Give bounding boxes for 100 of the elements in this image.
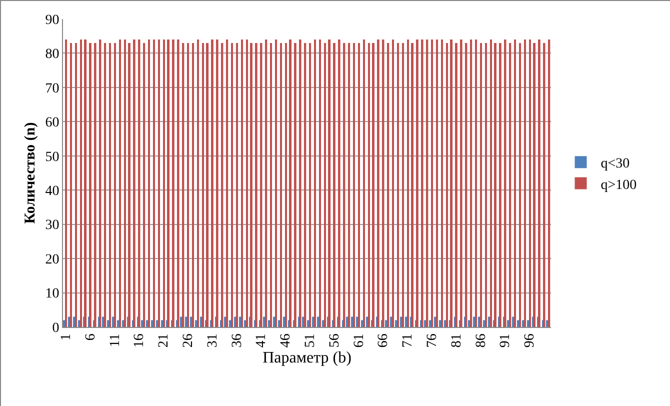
bar: [328, 40, 331, 327]
bar: [239, 316, 242, 327]
bar: [475, 40, 477, 327]
bar: [460, 40, 462, 327]
bar: [478, 316, 480, 327]
bar: [494, 42, 496, 327]
bar: [275, 40, 277, 327]
bar: [324, 42, 326, 327]
bar: [73, 316, 76, 327]
bar: [426, 40, 428, 327]
bar: [167, 40, 170, 327]
bar: [197, 40, 199, 327]
y-tick-label: 60: [45, 116, 60, 131]
bar: [202, 42, 204, 327]
bar: [529, 40, 531, 327]
bar: [265, 40, 268, 327]
bar: [377, 40, 380, 327]
bar: [109, 42, 111, 327]
bar: [444, 320, 446, 327]
bar: [397, 42, 399, 327]
bar: [488, 316, 490, 327]
bar: [246, 40, 248, 327]
bar: [182, 42, 184, 327]
bar: [114, 42, 116, 327]
bar: [117, 320, 120, 327]
bar: [89, 42, 92, 327]
bar: [368, 42, 370, 327]
y-tick-label: 0: [52, 320, 60, 336]
bar: [226, 40, 228, 327]
bar: [244, 320, 246, 327]
bar: [382, 40, 384, 327]
bar: [78, 320, 80, 327]
bar: [299, 40, 302, 327]
x-tick-label: 61: [352, 334, 367, 348]
bar: [319, 40, 321, 327]
bar: [548, 40, 550, 327]
y-tick-label: 10: [45, 286, 60, 302]
bar: [455, 42, 458, 327]
bar: [161, 320, 164, 327]
bar: [441, 40, 443, 327]
bar: [372, 42, 374, 327]
bar: [172, 40, 174, 327]
bar: [317, 316, 320, 327]
bar: [119, 40, 121, 327]
x-tick-label: 71: [400, 334, 416, 348]
bar: [104, 42, 106, 327]
x-axis-title: Параметр (b): [262, 349, 352, 366]
x-tick-label: 31: [205, 334, 220, 348]
bar: [192, 42, 194, 327]
bar: [407, 40, 409, 327]
bar: [278, 320, 280, 327]
x-tick-label: 66: [376, 334, 392, 348]
bar: [439, 320, 442, 327]
x-tick-label: 26: [180, 334, 196, 348]
x-tick-label: 41: [254, 334, 270, 348]
bar: [421, 40, 424, 327]
x-tick-label: 21: [156, 334, 172, 348]
bar: [338, 40, 340, 327]
bar: [128, 42, 130, 327]
x-tick-label: 16: [132, 334, 148, 348]
y-tick-label: 50: [45, 150, 60, 165]
y-tick-label: 30: [45, 218, 60, 234]
bar: [80, 40, 82, 327]
bar: [483, 320, 486, 327]
bar: [231, 42, 233, 327]
bar: [234, 316, 236, 327]
bar: [485, 42, 487, 327]
bar: [416, 40, 418, 327]
bar: [402, 42, 404, 327]
bar: [285, 42, 287, 327]
bar: [522, 320, 524, 327]
bar: [411, 42, 414, 327]
bar: [524, 40, 526, 327]
bar: [309, 42, 312, 327]
bar: [236, 42, 238, 327]
x-tick-label: 86: [474, 334, 489, 348]
y-tick-label: 70: [45, 81, 60, 96]
bar: [124, 40, 126, 327]
bar: [361, 320, 364, 327]
bar: [216, 40, 218, 327]
y-tick-label: 20: [45, 252, 60, 268]
x-tick-label: 46: [278, 334, 294, 348]
legend-label: q>100: [600, 178, 637, 193]
bar: [538, 40, 540, 327]
bar: [400, 316, 402, 327]
bar: [138, 40, 140, 327]
bar: [446, 42, 448, 327]
bar: [270, 42, 272, 327]
bar: [289, 40, 292, 327]
bar: [94, 42, 96, 327]
bar: [314, 40, 316, 327]
bar: [450, 40, 453, 327]
bar: [343, 42, 346, 327]
bar: [431, 40, 434, 327]
bar: [333, 42, 336, 327]
bar: [158, 40, 160, 327]
bar: [470, 40, 472, 327]
x-tick-label: 56: [327, 334, 342, 348]
bar: [112, 316, 114, 327]
y-axis-title: Количество (n): [22, 122, 38, 224]
